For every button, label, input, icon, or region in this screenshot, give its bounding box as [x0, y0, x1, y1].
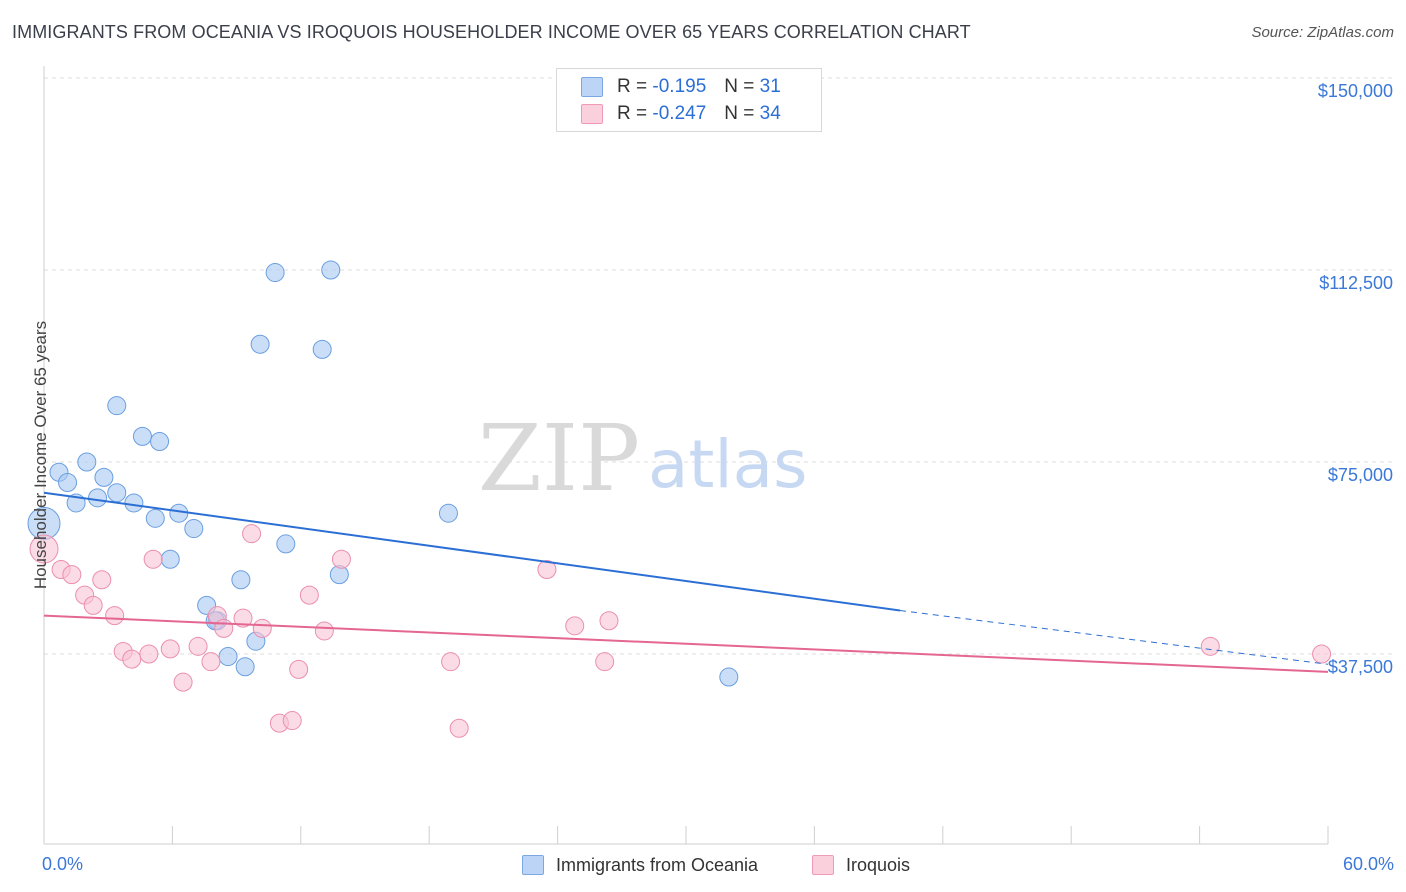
oceania-legend-label: Immigrants from Oceania	[556, 854, 759, 875]
data-point	[150, 432, 170, 452]
gridlines	[44, 77, 1396, 655]
data-point	[595, 652, 615, 672]
trend-line	[43, 614, 1329, 673]
data-point	[160, 549, 180, 569]
n-value: 31	[759, 76, 781, 97]
data-point	[88, 488, 107, 508]
data-point	[265, 263, 285, 283]
data-point	[214, 618, 234, 638]
data-point	[449, 718, 469, 738]
trend-line	[43, 491, 901, 612]
legend-item-iroquois: Iroquois	[812, 852, 910, 878]
data-point	[276, 534, 296, 554]
data-point	[92, 570, 112, 590]
data-point	[124, 493, 144, 513]
data-point	[441, 652, 461, 672]
data-point	[565, 616, 585, 636]
data-point	[160, 639, 180, 659]
data-point	[173, 672, 193, 692]
data-point	[537, 560, 557, 580]
data-point	[184, 519, 204, 539]
watermark-zip: ZIP	[478, 405, 640, 512]
data-point	[105, 606, 125, 626]
r-value: -0.195	[652, 76, 707, 97]
data-point	[145, 508, 165, 528]
data-point	[252, 618, 272, 638]
data-point	[83, 595, 103, 615]
legend-row-iroquois: R = -0.247 N = 34	[581, 101, 781, 127]
data-point	[438, 503, 458, 523]
data-point	[289, 659, 309, 679]
r-label: R =	[617, 103, 648, 124]
data-point	[231, 570, 251, 590]
r-value: -0.247	[652, 103, 707, 124]
n-label: N =	[724, 76, 755, 97]
data-point	[1200, 636, 1220, 656]
stats-legend: R = -0.195 N = 31 R = -0.247 N = 34	[556, 68, 822, 132]
data-point	[331, 549, 351, 569]
data-point	[139, 644, 159, 664]
watermark: ZIP atlas	[478, 405, 808, 512]
n-label: N =	[724, 103, 755, 124]
data-point	[107, 483, 127, 503]
y-tick-label: $37,500	[1328, 657, 1393, 677]
r-label: R =	[617, 76, 648, 97]
data-point	[719, 667, 739, 687]
axes	[43, 66, 1329, 845]
trend-lines	[43, 491, 1329, 673]
data-point	[218, 647, 238, 667]
data-point	[321, 260, 341, 280]
watermark-atlas: atlas	[648, 426, 808, 503]
oceania-swatch	[581, 77, 603, 97]
tick-labels: $37,500 $75,000 $112,500 $150,000 0.0% 60.0%	[42, 81, 1394, 874]
data-point	[77, 452, 97, 472]
data-point	[107, 396, 127, 416]
legend-item-oceania: Immigrants from Oceania	[522, 852, 758, 878]
chart-title: IMMIGRANTS FROM OCEANIA VS IROQUOIS HOUS…	[12, 22, 971, 42]
data-point	[314, 621, 334, 641]
data-point	[599, 611, 619, 631]
data-point	[235, 657, 255, 677]
iroquois-legend-swatch	[812, 855, 834, 875]
data-point	[29, 534, 59, 564]
data-point	[282, 711, 302, 731]
data-point	[250, 334, 270, 354]
data-points	[27, 260, 1332, 738]
x-tick-label: 60.0%	[1343, 854, 1394, 874]
data-point	[94, 467, 114, 487]
data-point	[201, 652, 221, 672]
y-tick-label: $150,000	[1318, 81, 1393, 101]
legend-row-oceania: R = -0.195 N = 31	[581, 74, 781, 100]
source-label: Source: ZipAtlas.com	[1251, 24, 1394, 41]
iroquois-swatch	[581, 104, 603, 124]
data-point	[242, 524, 262, 544]
data-point	[188, 636, 208, 656]
data-point	[169, 503, 189, 523]
data-point	[312, 339, 332, 359]
data-point	[1312, 644, 1332, 664]
data-point	[299, 585, 319, 605]
data-point	[132, 426, 152, 446]
oceania-legend-swatch	[522, 855, 544, 875]
n-value: 34	[759, 103, 781, 124]
y-tick-label: $112,500	[1319, 273, 1393, 293]
data-point	[143, 549, 163, 569]
data-point	[62, 565, 82, 585]
x-tick-label: 0.0%	[42, 854, 83, 874]
trend-line-extension	[899, 609, 1329, 665]
iroquois-legend-label: Iroquois	[846, 854, 911, 875]
data-point	[58, 472, 78, 492]
data-point	[233, 608, 253, 628]
y-axis-label: Householder Income Over 65 years	[30, 320, 50, 590]
data-point	[122, 649, 142, 669]
y-tick-label: $75,000	[1328, 465, 1393, 485]
